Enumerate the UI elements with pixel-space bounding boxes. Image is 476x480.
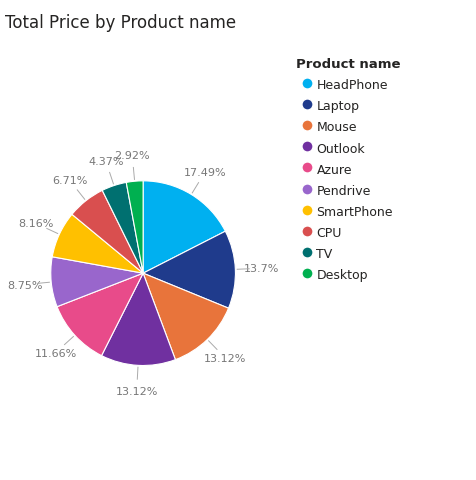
Text: 2.92%: 2.92% bbox=[114, 151, 150, 161]
Text: 13.12%: 13.12% bbox=[204, 353, 246, 363]
Text: Total Price by Product name: Total Price by Product name bbox=[5, 14, 236, 32]
Wedge shape bbox=[143, 181, 225, 274]
Text: 13.7%: 13.7% bbox=[243, 264, 278, 274]
Text: 8.75%: 8.75% bbox=[8, 280, 43, 290]
Wedge shape bbox=[101, 274, 175, 366]
Text: 4.37%: 4.37% bbox=[88, 156, 123, 167]
Wedge shape bbox=[126, 181, 143, 274]
Text: 6.71%: 6.71% bbox=[52, 176, 87, 186]
Wedge shape bbox=[102, 183, 143, 274]
Text: 17.49%: 17.49% bbox=[183, 168, 226, 178]
Text: 13.12%: 13.12% bbox=[115, 386, 158, 396]
Wedge shape bbox=[50, 257, 143, 307]
Wedge shape bbox=[52, 215, 143, 274]
Wedge shape bbox=[57, 274, 143, 356]
Wedge shape bbox=[143, 232, 235, 309]
Wedge shape bbox=[72, 191, 143, 274]
Legend: HeadPhone, Laptop, Mouse, Outlook, Azure, Pendrive, SmartPhone, CPU, TV, Desktop: HeadPhone, Laptop, Mouse, Outlook, Azure… bbox=[292, 54, 404, 286]
Text: 11.66%: 11.66% bbox=[34, 348, 77, 358]
Text: 8.16%: 8.16% bbox=[18, 219, 53, 229]
Wedge shape bbox=[143, 274, 228, 360]
